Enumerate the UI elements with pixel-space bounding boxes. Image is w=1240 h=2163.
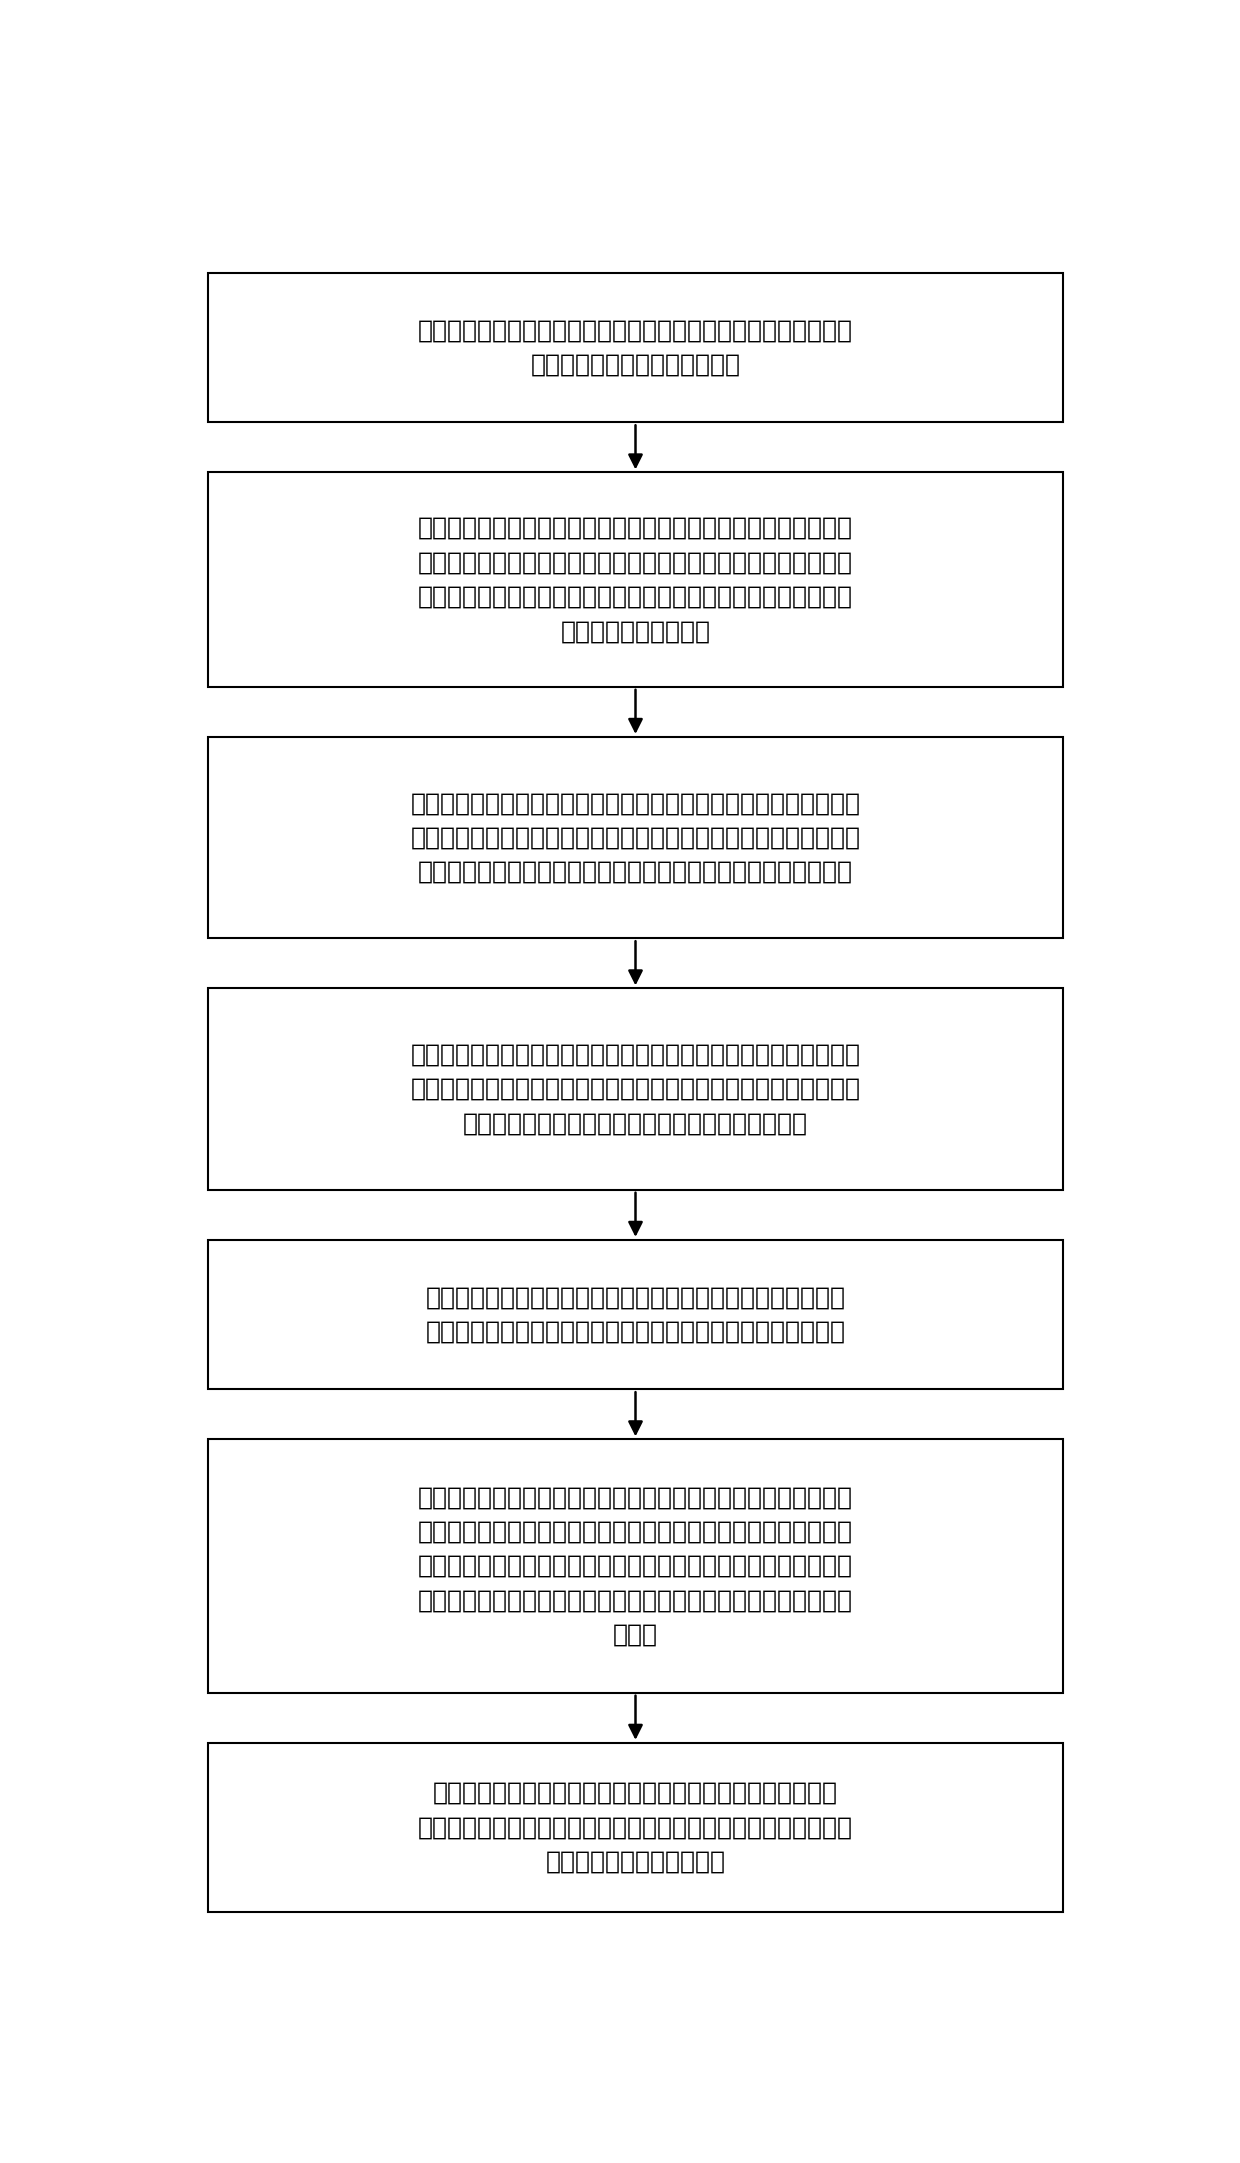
Bar: [208, 273, 1063, 422]
Text: 第五步：对多个标准电池的散点图进行线性拟合，获得标准电池
对应的峰面积与标准电池具有的电解液含量之间的定量关系式；: 第五步：对多个标准电池的散点图进行线性拟合，获得标准电池 对应的峰面积与标准电池…: [425, 1285, 846, 1343]
Text: 第一步：对于待测电池，分别制作对应的一个参比电池以及多个具
有不同电解液含量的标准电池；: 第一步：对于待测电池，分别制作对应的一个参比电池以及多个具 有不同电解液含量的标…: [418, 318, 853, 376]
Text: 第二步：对待测电池、参比电池以及多个具有不同电解液含量的标
准电池，同时进行冷却降温处理，并分别检测它们表面的温度，实
时记录不同的环境温度下所对应的待测电池、: 第二步：对待测电池、参比电池以及多个具有不同电解液含量的标 准电池，同时进行冷却…: [418, 517, 853, 642]
Text: 第四步：将多个标准电池的标准曲线，分别进行峰面积积分，获得每
个标准电池对应的峰面积，然后以峰面积为横坐标，标准电池具有的
电解液含量为纵坐标，建立多个标准电池: 第四步：将多个标准电池的标准曲线，分别进行峰面积积分，获得每 个标准电池对应的峰…: [410, 1043, 861, 1136]
Text: 第六步：计算不同的环境温度下，待测电池与参比电池之间的表面
温度差，然后与参比电池的表面温度为横坐标，以待测电池与参比
电池之间的表面温度差为纵坐标，建立待测电: 第六步：计算不同的环境温度下，待测电池与参比电池之间的表面 温度差，然后与参比电…: [418, 1486, 853, 1646]
Text: 第三步：计算不同的环境温度下，每个标准电池与参比电池之间的表
面温度差，然后以参比电池的表面温度为横坐标，以标准电池与参比
电池之间的表面温度差为纵坐标，建立多: 第三步：计算不同的环境温度下，每个标准电池与参比电池之间的表 面温度差，然后以参…: [410, 792, 861, 885]
Bar: [208, 1239, 1063, 1389]
Bar: [208, 988, 1063, 1190]
Bar: [208, 1743, 1063, 1912]
Text: 第七步：根据标准电池对应的峰面积与标准电池具有的电解液
含量之间的定量关系式，以及待测电池对应的峰面积，计算获得待
测电池具有的电解液含量。: 第七步：根据标准电池对应的峰面积与标准电池具有的电解液 含量之间的定量关系式，以…: [418, 1780, 853, 1873]
Bar: [208, 1438, 1063, 1694]
Bar: [208, 738, 1063, 939]
Bar: [208, 472, 1063, 688]
